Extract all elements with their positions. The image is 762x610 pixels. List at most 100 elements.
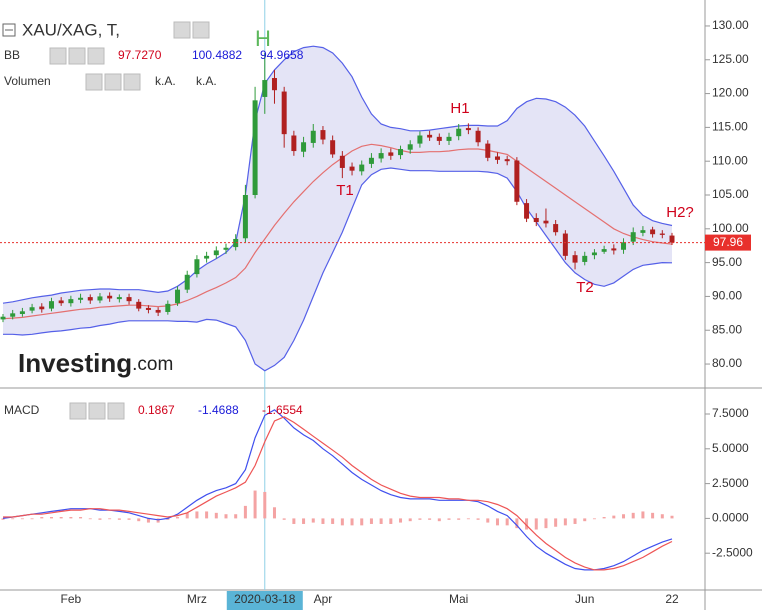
histogram-bar xyxy=(563,518,567,526)
watermark-domain: .com xyxy=(132,354,173,375)
candle-body xyxy=(252,100,258,195)
close-icon[interactable] xyxy=(123,73,141,91)
candle-body xyxy=(291,135,297,152)
candle-body xyxy=(485,143,491,158)
histogram-bar xyxy=(369,518,373,524)
candle-body xyxy=(349,166,355,171)
y-tick-label: 5.0000 xyxy=(712,441,749,455)
histogram-bar xyxy=(660,514,664,519)
candle-body xyxy=(136,301,142,309)
histogram-bar xyxy=(321,518,325,524)
x-tick-label: Feb xyxy=(61,592,82,606)
indicator-readout: 94.9658 xyxy=(260,48,304,62)
candle-body xyxy=(39,306,45,310)
indicator-readout: k.A. xyxy=(196,74,217,88)
last-price-tag xyxy=(705,234,751,251)
band-upper xyxy=(2,45,673,304)
indicator-readout: 0.1867 xyxy=(138,403,175,417)
settings-icon[interactable] xyxy=(104,73,122,91)
histogram-bar xyxy=(389,518,393,524)
band-fill xyxy=(3,46,672,371)
settings-icon[interactable] xyxy=(88,402,106,420)
eye-icon[interactable] xyxy=(69,402,87,420)
histogram-bar xyxy=(437,518,441,522)
candle-body xyxy=(659,233,665,235)
histogram-bar xyxy=(282,518,286,520)
candle-body xyxy=(281,91,287,135)
histogram-bar xyxy=(544,518,548,529)
candle-body xyxy=(233,238,239,248)
histogram-bar xyxy=(292,518,296,524)
histogram-bar xyxy=(185,512,189,519)
histogram-bar xyxy=(670,515,674,519)
histogram-bar xyxy=(612,515,616,519)
histogram-bar xyxy=(554,518,558,527)
candle-body xyxy=(0,316,6,320)
settings-icon[interactable] xyxy=(192,21,210,39)
y-tick-label: 7.5000 xyxy=(712,406,749,420)
histogram-bar xyxy=(340,518,344,526)
y-tick-label: 120.00 xyxy=(712,86,749,100)
indicator-readout: 97.7270 xyxy=(118,48,162,62)
y-tick-label: 90.00 xyxy=(712,289,742,303)
histogram-bar xyxy=(98,518,102,520)
x-tick-label: 2020-03-18 xyxy=(234,592,296,606)
histogram-bar xyxy=(476,518,480,520)
eye-icon[interactable] xyxy=(173,21,191,39)
candle-body xyxy=(514,160,520,202)
close-icon[interactable] xyxy=(87,47,105,65)
candle-body xyxy=(58,300,64,304)
candle-body xyxy=(640,230,646,233)
histogram-bar xyxy=(350,518,354,526)
candle-body xyxy=(543,220,549,224)
candle-body xyxy=(223,247,229,250)
histogram-bar xyxy=(11,518,15,520)
candle-body xyxy=(107,295,113,299)
histogram-bar xyxy=(176,517,180,519)
histogram-bar xyxy=(234,514,238,519)
candle-body xyxy=(155,309,161,313)
histogram-bar xyxy=(447,518,451,520)
histogram-bar xyxy=(408,518,412,522)
histogram-bar xyxy=(272,507,276,519)
y-tick-label: -2.5000 xyxy=(712,545,753,559)
histogram-bar xyxy=(360,518,364,526)
eye-icon[interactable] xyxy=(85,73,103,91)
candle-body xyxy=(19,311,25,315)
candle-body xyxy=(330,140,336,155)
histogram-bar xyxy=(224,514,228,519)
histogram-bar xyxy=(573,518,577,524)
candle-body xyxy=(650,229,656,235)
candle-body xyxy=(301,142,307,152)
candle-body xyxy=(621,242,627,250)
candle-body xyxy=(591,252,597,256)
candle-body xyxy=(339,155,345,168)
candle-body xyxy=(10,313,16,317)
close-icon[interactable] xyxy=(107,402,125,420)
candle-body xyxy=(359,164,365,172)
settings-icon[interactable] xyxy=(68,47,86,65)
signal-line xyxy=(3,416,673,571)
candle-body xyxy=(417,135,423,144)
y-tick-label: 2.5000 xyxy=(712,476,749,490)
histogram-bar xyxy=(49,517,53,519)
candle-body xyxy=(669,235,675,243)
histogram-bar xyxy=(651,512,655,519)
histogram-bar xyxy=(243,505,247,519)
candle-body xyxy=(145,307,151,310)
indicator-name: Volumen xyxy=(4,74,51,88)
histogram-bar xyxy=(79,517,83,519)
x-tick-label: Apr xyxy=(314,592,333,606)
y-tick-label: 110.00 xyxy=(712,153,748,167)
candle-body xyxy=(407,144,413,150)
eye-icon[interactable] xyxy=(49,47,67,65)
histogram-bar xyxy=(505,518,509,526)
candle-body xyxy=(553,224,559,233)
y-tick-label: 130.00 xyxy=(712,18,749,32)
histogram-bar xyxy=(534,518,538,530)
histogram-bar xyxy=(311,518,315,523)
histogram-bar xyxy=(515,518,519,529)
y-tick-label: 95.00 xyxy=(712,255,742,269)
candle-body xyxy=(126,297,132,302)
chart-title: XAU/XAG, T, xyxy=(22,20,120,39)
